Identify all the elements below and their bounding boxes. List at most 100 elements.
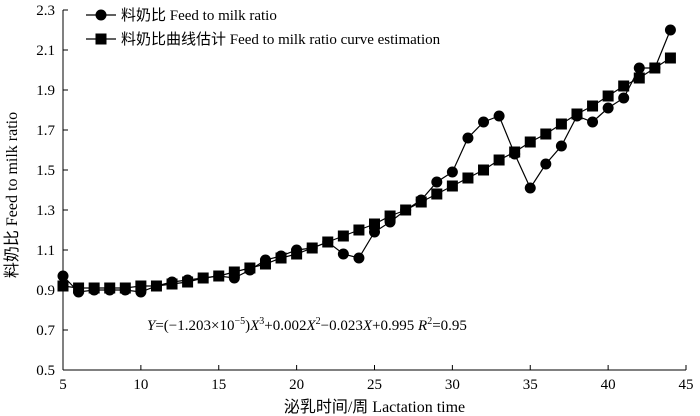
curve-estimate-point bbox=[275, 252, 287, 264]
curve-estimate-point bbox=[119, 282, 131, 294]
legend-item-2: 料奶比曲线估计 Feed to milk ratio curve estimat… bbox=[86, 31, 441, 48]
curve-estimate-point bbox=[664, 52, 676, 64]
equation-part: =0.95 bbox=[432, 318, 467, 334]
curve-estimate-point bbox=[213, 270, 225, 282]
curve-estimate-point bbox=[602, 90, 614, 102]
y-tick-label: 0.9 bbox=[36, 283, 55, 299]
curve-estimate-point bbox=[104, 282, 116, 294]
legend-square-marker bbox=[95, 33, 107, 45]
equation-part: R bbox=[417, 318, 427, 334]
series-1 bbox=[57, 24, 676, 298]
curve-estimate-point bbox=[306, 242, 318, 254]
legend: 料奶比 Feed to milk ratio 料奶比曲线估计 Feed to mi… bbox=[86, 7, 441, 48]
legend-label: 料奶比 Feed to milk ratio bbox=[121, 7, 277, 24]
equation-part: =(−1.203×10 bbox=[155, 318, 234, 334]
y-axis-title: 料奶比 Feed to milk ratio bbox=[3, 112, 21, 278]
ratio-point bbox=[57, 270, 69, 282]
curve-estimate-point bbox=[135, 280, 147, 292]
y-tick-label: 2.3 bbox=[36, 3, 55, 19]
ratio-point bbox=[337, 248, 349, 260]
curve-estimate-point bbox=[322, 236, 334, 248]
equation-part: +0.995 bbox=[372, 318, 418, 334]
curve-estimate-point bbox=[259, 258, 271, 270]
ratio-point bbox=[353, 252, 365, 264]
curve-estimate-point bbox=[540, 128, 552, 140]
ratio-point bbox=[524, 182, 536, 194]
curve-estimate-point bbox=[337, 230, 349, 242]
x-tick-label: 45 bbox=[679, 377, 694, 393]
ratio-point bbox=[431, 176, 443, 188]
series-2-line bbox=[62, 57, 671, 289]
curve-estimate-point bbox=[415, 196, 427, 208]
curve-estimate-point bbox=[431, 188, 443, 200]
regression-equation: Y=(−1.203×10−5)X3+0.002X2−0.023X+0.995 R… bbox=[147, 316, 467, 334]
curve-estimate-point bbox=[493, 154, 505, 166]
x-tick-label: 5 bbox=[59, 377, 67, 393]
curve-estimate-point bbox=[73, 282, 85, 294]
ratio-point bbox=[602, 102, 614, 114]
curve-estimate-point bbox=[524, 136, 536, 148]
y-tick-label: 1.3 bbox=[36, 203, 55, 219]
series-layer bbox=[57, 24, 676, 298]
equation-part: X bbox=[362, 318, 373, 334]
y-tick-label: 1.1 bbox=[36, 243, 55, 259]
legend-item-1: 料奶比 Feed to milk ratio bbox=[86, 7, 277, 24]
curve-estimate-point bbox=[571, 108, 583, 120]
curve-estimate-point bbox=[197, 272, 209, 284]
x-tick-label: 15 bbox=[211, 377, 226, 393]
equation-part: X bbox=[249, 318, 260, 334]
curve-estimate-point bbox=[633, 72, 645, 84]
equation-part: +0.002 bbox=[264, 318, 306, 334]
equation-part: 2 bbox=[427, 316, 432, 327]
curve-estimate-point bbox=[182, 276, 194, 288]
curve-estimate-point bbox=[228, 266, 240, 278]
ratio-point bbox=[540, 158, 552, 170]
curve-estimate-point bbox=[509, 146, 521, 158]
curve-estimate-point bbox=[555, 118, 567, 130]
curve-estimate-point bbox=[244, 262, 256, 274]
curve-estimate-point bbox=[649, 62, 661, 74]
equation-part: X bbox=[306, 318, 317, 334]
y-tick-label: 0.5 bbox=[36, 363, 55, 379]
x-tick-label: 40 bbox=[601, 377, 616, 393]
curve-estimate-point bbox=[88, 282, 100, 294]
ratio-point bbox=[555, 140, 567, 152]
equation-part: −5 bbox=[234, 316, 245, 327]
ratio-point bbox=[633, 62, 645, 74]
curve-estimate-point bbox=[446, 180, 458, 192]
equation-part: Y bbox=[147, 318, 157, 334]
x-tick-label: 10 bbox=[133, 377, 148, 393]
curve-estimate-point bbox=[369, 218, 380, 230]
y-tick-label: 2.1 bbox=[36, 43, 55, 59]
y-tick-label: 1.7 bbox=[36, 123, 55, 139]
x-tick-label: 25 bbox=[367, 377, 382, 393]
curve-estimate-point bbox=[384, 210, 396, 222]
equation-part: −0.023 bbox=[321, 318, 363, 334]
curve-estimate-point bbox=[166, 278, 178, 290]
y-tick-label: 0.7 bbox=[36, 323, 55, 339]
equation-part: ) bbox=[245, 318, 250, 334]
x-axis-title: 泌乳时间/周 Lactation time bbox=[284, 398, 465, 416]
curve-estimate-point bbox=[291, 248, 303, 260]
y-tick-label: 1.9 bbox=[36, 83, 55, 99]
equation-part: 3 bbox=[259, 316, 264, 327]
curve-estimate-point bbox=[400, 204, 412, 216]
legend-circle-marker bbox=[95, 9, 107, 21]
y-tick-label: 1.5 bbox=[36, 163, 55, 179]
x-tick-label: 35 bbox=[523, 377, 538, 393]
series-1-line bbox=[62, 29, 671, 293]
curve-estimate-point bbox=[462, 172, 474, 184]
ratio-point bbox=[493, 110, 505, 122]
ratio-point bbox=[478, 116, 490, 128]
equation-part: 2 bbox=[316, 316, 321, 327]
ratio-point bbox=[462, 132, 474, 144]
ratio-point bbox=[664, 24, 676, 36]
x-tick-label: 30 bbox=[445, 377, 460, 393]
ratio-point bbox=[446, 166, 458, 178]
ratio-point bbox=[618, 92, 630, 104]
axes: 5 10 15 20 25 30 35 40 45 0.5 0.7 0.9 1.1 1.3 1.5 1.7 1.… bbox=[36, 3, 693, 393]
legend-label: 料奶比曲线估计 Feed to milk ratio curve estimat… bbox=[121, 31, 441, 48]
curve-estimate-point bbox=[57, 280, 69, 292]
curve-estimate-point bbox=[587, 100, 599, 112]
